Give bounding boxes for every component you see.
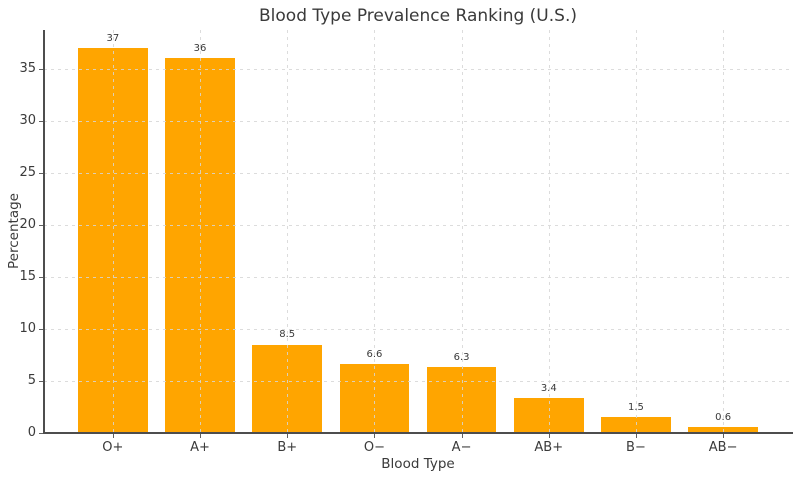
y-tick-mark bbox=[39, 172, 43, 174]
x-tick-mark bbox=[200, 434, 202, 438]
bar-value-label: 3.4 bbox=[540, 382, 557, 394]
y-tick-label: 5 bbox=[27, 372, 36, 388]
x-tick-mark bbox=[461, 434, 463, 438]
y-tick-label: 20 bbox=[19, 216, 36, 232]
x-tick-mark bbox=[548, 434, 550, 438]
x-axis-label: Blood Type bbox=[381, 456, 455, 472]
y-tick-label: 10 bbox=[19, 320, 36, 336]
x-tick-label: AB+ bbox=[534, 440, 564, 455]
bar bbox=[78, 47, 148, 433]
y-tick-mark bbox=[39, 433, 43, 434]
bar-value-label: 6.6 bbox=[366, 349, 383, 361]
y-axis-spine bbox=[43, 30, 45, 433]
x-tick-mark bbox=[287, 434, 289, 438]
x-tick-label: AB− bbox=[708, 440, 738, 455]
x-tick-label: O+ bbox=[102, 440, 124, 455]
bars-layer bbox=[44, 30, 792, 433]
y-tick-mark bbox=[39, 328, 43, 330]
x-tick-label: A− bbox=[451, 440, 472, 455]
x-tick-label: O− bbox=[363, 440, 385, 455]
y-tick-mark bbox=[39, 120, 43, 122]
plot-area bbox=[43, 30, 793, 434]
bar bbox=[426, 367, 497, 433]
bar-value-label: 0.6 bbox=[715, 411, 732, 423]
bar-value-label: 6.3 bbox=[453, 352, 470, 364]
y-tick-mark bbox=[39, 68, 43, 70]
bar bbox=[252, 344, 323, 433]
y-tick-label: 15 bbox=[19, 268, 36, 284]
x-axis-spine bbox=[43, 432, 793, 434]
y-tick-label: 35 bbox=[19, 60, 36, 76]
y-tick-mark bbox=[39, 276, 43, 278]
bar bbox=[688, 426, 758, 433]
x-tick-label: B+ bbox=[277, 440, 298, 455]
bar bbox=[513, 397, 584, 433]
x-tick-mark bbox=[112, 434, 114, 438]
bar-value-label: 36 bbox=[193, 43, 207, 55]
x-tick-mark bbox=[635, 434, 637, 438]
bar-value-label: 1.5 bbox=[627, 402, 644, 414]
chart-title: Blood Type Prevalence Ranking (U.S.) bbox=[259, 6, 577, 26]
x-tick-mark bbox=[723, 434, 725, 438]
y-tick-mark bbox=[39, 224, 43, 226]
y-tick-mark bbox=[39, 380, 43, 382]
bar bbox=[165, 58, 235, 433]
bar bbox=[339, 364, 410, 433]
x-tick-mark bbox=[374, 434, 376, 438]
bar bbox=[601, 417, 671, 433]
bar-value-label: 37 bbox=[106, 32, 120, 44]
y-tick-label: 25 bbox=[19, 164, 36, 180]
y-tick-label: 0 bbox=[27, 425, 36, 440]
bar-value-label: 8.5 bbox=[279, 329, 296, 341]
y-tick-label: 30 bbox=[19, 112, 36, 128]
x-tick-label: A+ bbox=[190, 440, 210, 455]
x-tick-label: B− bbox=[626, 440, 646, 455]
